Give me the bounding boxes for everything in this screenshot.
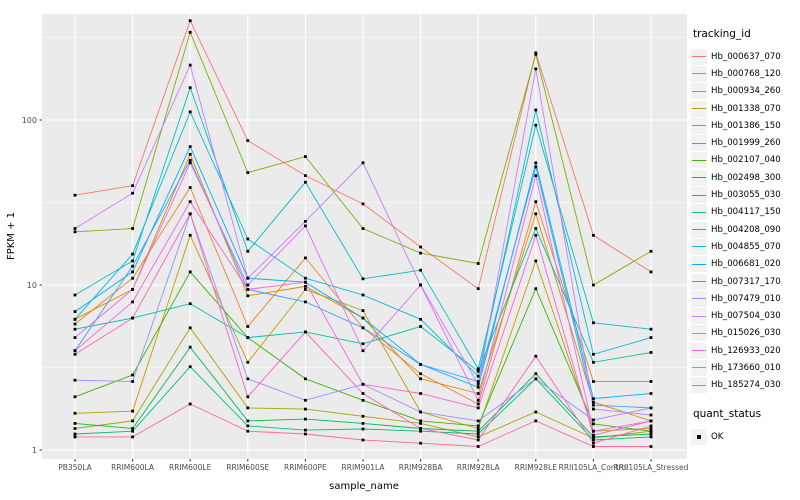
legend-item-label: Hb_007317_170 xyxy=(711,276,781,287)
svg-text:RRII105LA_Stressed: RRII105LA_Stressed xyxy=(614,463,689,472)
legend-key-icon xyxy=(691,83,707,100)
svg-text:RRIM600LA: RRIM600LA xyxy=(111,463,155,472)
legend-key-icon xyxy=(691,290,707,307)
legend-item-label: Hb_007479_010 xyxy=(711,293,781,304)
legend-key-icon xyxy=(691,135,707,152)
legend-item-Hb_001386_150: Hb_001386_150 xyxy=(691,117,799,134)
legend-item-label: Hb_000768_120 xyxy=(711,68,781,79)
legend-key-icon xyxy=(691,152,707,169)
legend-item-Hb_173660_010: Hb_173660_010 xyxy=(691,359,799,376)
svg-text:RRIM600PE: RRIM600PE xyxy=(284,463,327,472)
svg-text:RRIM600LE: RRIM600LE xyxy=(169,463,212,472)
quant-status-legend: quant_status OK xyxy=(691,408,799,445)
legend-item-label: Hb_004855_070 xyxy=(711,241,781,252)
legend-key-icon xyxy=(691,325,707,342)
legend-key-icon xyxy=(691,221,707,238)
legend-item-label: Hb_007504_030 xyxy=(711,311,781,322)
legend-item-label: Hb_002498_300 xyxy=(711,172,781,183)
legend-key-icon xyxy=(691,342,707,359)
legend-item-Hb_002498_300: Hb_002498_300 xyxy=(691,169,799,186)
legend-item-Hb_004208_090: Hb_004208_090 xyxy=(691,221,799,238)
tracking-id-legend-items: Hb_000637_070 Hb_000768_120 Hb_000934_260 H… xyxy=(691,48,799,394)
legend-item-label: Hb_001386_150 xyxy=(711,120,781,131)
legend-item-label: Hb_001999_260 xyxy=(711,138,781,149)
legend-item-label: Hb_000637_070 xyxy=(711,51,781,62)
legend-key-icon xyxy=(691,100,707,117)
tracking-id-legend-title: tracking_id xyxy=(693,28,751,40)
legend-item-label: Hb_004117_150 xyxy=(711,207,781,218)
svg-text:100: 100 xyxy=(22,116,37,125)
legend-item-label: Hb_003055_030 xyxy=(711,190,781,201)
svg-text:RRIM901LA: RRIM901LA xyxy=(342,463,386,472)
svg-text:RRII105LA_Control: RRII105LA_Control xyxy=(559,463,629,472)
legend-item-Hb_004855_070: Hb_004855_070 xyxy=(691,238,799,255)
legend-item-label: Hb_000934_260 xyxy=(711,86,781,97)
legend-item-label: Hb_126933_020 xyxy=(711,345,781,356)
svg-text:PB350LA: PB350LA xyxy=(58,463,92,472)
legend-item-Hb_000768_120: Hb_000768_120 xyxy=(691,65,799,82)
legend-key-icon xyxy=(691,377,707,394)
legend-item-Hb_003055_030: Hb_003055_030 xyxy=(691,186,799,204)
legend-item-Hb_015026_030: Hb_015026_030 xyxy=(691,325,799,342)
legend-item-Hb_001338_070: Hb_001338_070 xyxy=(691,100,799,117)
legend-item-Hb_007317_170: Hb_007317_170 xyxy=(691,273,799,290)
legend-item-Hb_006681_020: Hb_006681_020 xyxy=(691,256,799,273)
legend-item-Hb_007479_010: Hb_007479_010 xyxy=(691,290,799,307)
legend-key-icon xyxy=(691,187,707,204)
svg-text:RRIM928LA: RRIM928LA xyxy=(457,463,501,472)
legend-item-Hb_004117_150: Hb_004117_150 xyxy=(691,204,799,221)
quant-ok-label: OK xyxy=(711,431,724,442)
legend-item-label: Hb_004208_090 xyxy=(711,224,781,235)
quant-status-legend-item: OK xyxy=(691,428,799,445)
svg-text:RRIM600SE: RRIM600SE xyxy=(226,463,269,472)
legend-key-icon xyxy=(691,359,707,376)
legend-key-icon xyxy=(691,308,707,325)
legend-key-icon xyxy=(691,204,707,221)
legend-item-Hb_001999_260: Hb_001999_260 xyxy=(691,134,799,152)
quant-ok-key-icon xyxy=(691,428,707,445)
legend-key-icon xyxy=(691,238,707,255)
legend-item-label: Hb_006681_020 xyxy=(711,259,781,270)
x-axis-title: sample_name xyxy=(329,481,399,492)
legend-item-Hb_000934_260: Hb_000934_260 xyxy=(691,83,799,100)
legend-item-label: Hb_173660_010 xyxy=(711,362,781,373)
svg-text:RRIM928LE: RRIM928LE xyxy=(515,463,558,472)
svg-text:RRIM928BA: RRIM928BA xyxy=(399,463,444,472)
chart-legend: tracking_id Hb_000637_070 Hb_000768_120 Hb… xyxy=(691,28,799,445)
legend-item-label: Hb_015026_030 xyxy=(711,328,781,339)
legend-item-Hb_007504_030: Hb_007504_030 xyxy=(691,307,799,325)
svg-text:10: 10 xyxy=(27,281,37,290)
y-axis-title: FPKM + 1 xyxy=(6,212,17,260)
legend-key-icon xyxy=(691,256,707,273)
legend-item-Hb_000637_070: Hb_000637_070 xyxy=(691,48,799,65)
legend-key-icon xyxy=(691,117,707,134)
legend-key-icon xyxy=(691,48,707,65)
legend-item-label: Hb_001338_070 xyxy=(711,103,781,114)
x-axis: PB350LA RRIM600LA RRIM600LE RRIM600SE RRIM60… xyxy=(58,459,689,472)
legend-item-Hb_002107_040: Hb_002107_040 xyxy=(691,152,799,169)
data-points xyxy=(73,19,653,448)
legend-item-Hb_185274_030: Hb_185274_030 xyxy=(691,377,799,394)
legend-key-icon xyxy=(691,169,707,186)
legend-item-label: Hb_185274_030 xyxy=(711,380,781,391)
legend-item-Hb_126933_020: Hb_126933_020 xyxy=(691,342,799,359)
legend-key-icon xyxy=(691,273,707,290)
y-axis: 1 10 100 xyxy=(22,116,42,455)
quant-status-legend-title: quant_status xyxy=(693,407,762,420)
legend-key-icon xyxy=(691,65,707,82)
svg-text:1: 1 xyxy=(32,446,37,455)
legend-item-label: Hb_002107_040 xyxy=(711,155,781,166)
